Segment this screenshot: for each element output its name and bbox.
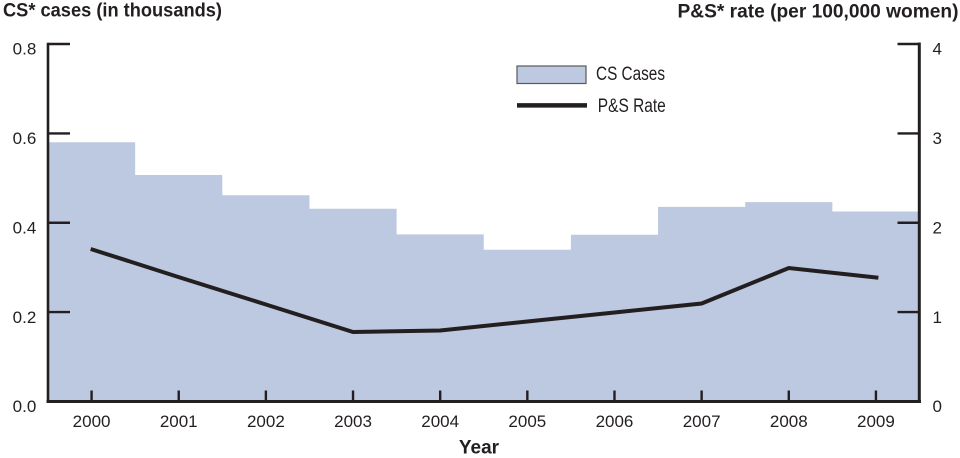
- svg-text:2005: 2005: [508, 412, 546, 431]
- svg-text:2006: 2006: [596, 412, 634, 431]
- svg-text:2003: 2003: [334, 412, 372, 431]
- svg-text:0.8: 0.8: [13, 40, 37, 59]
- svg-text:1: 1: [933, 308, 942, 327]
- svg-text:2: 2: [933, 218, 942, 237]
- svg-text:0: 0: [933, 397, 942, 416]
- svg-text:CS Cases: CS Cases: [596, 64, 665, 85]
- svg-text:3: 3: [933, 129, 942, 148]
- svg-text:2000: 2000: [73, 412, 111, 431]
- svg-text:0.6: 0.6: [13, 129, 37, 148]
- svg-text:CS* cases (in thousands): CS* cases (in thousands): [3, 1, 222, 22]
- svg-text:2004: 2004: [421, 412, 459, 431]
- svg-text:0.0: 0.0: [13, 397, 37, 416]
- svg-text:2008: 2008: [770, 412, 808, 431]
- svg-text:4: 4: [933, 40, 942, 59]
- svg-text:0.2: 0.2: [13, 308, 37, 327]
- svg-text:P&S* rate (per 100,000 women): P&S* rate (per 100,000 women): [678, 2, 959, 23]
- svg-text:2009: 2009: [857, 412, 895, 431]
- svg-text:2001: 2001: [160, 412, 198, 431]
- svg-text:0.4: 0.4: [13, 218, 37, 237]
- svg-text:Year: Year: [459, 438, 500, 458]
- svg-text:2007: 2007: [683, 412, 721, 431]
- svg-text:2002: 2002: [247, 412, 285, 431]
- svg-text:P&S Rate: P&S Rate: [598, 96, 666, 117]
